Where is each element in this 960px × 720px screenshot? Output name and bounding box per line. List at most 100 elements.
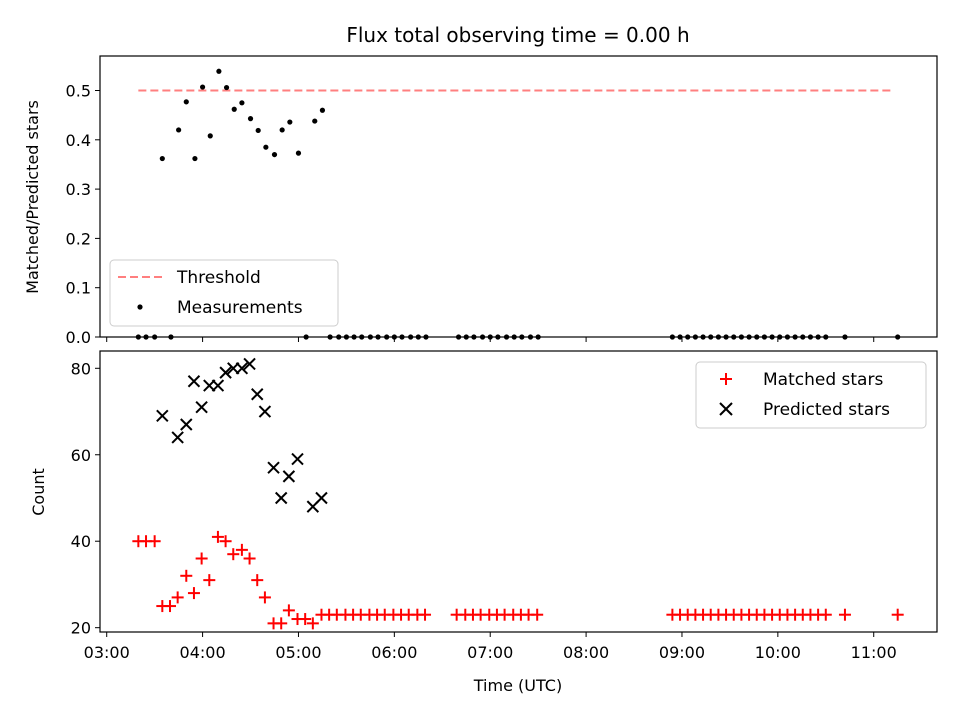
x-tick-label: 05:00 [275, 643, 321, 662]
predicted-star-point [274, 491, 288, 505]
x-tick-label: 04:00 [180, 643, 226, 662]
bottom-plot-frame [99, 350, 938, 633]
measurement-point [223, 84, 230, 91]
x-axis-label: Time (UTC) [473, 676, 562, 695]
matched-star-point [180, 569, 193, 582]
predicted-star-point [282, 470, 296, 483]
measurement-point [295, 150, 302, 156]
bottom-y-axis: 20 40 60 80 [71, 359, 100, 638]
top-plot-frame [99, 55, 938, 338]
matched-star-point [243, 552, 256, 565]
predicted-star-point [195, 400, 208, 414]
top-legend: Threshold Measurements [109, 259, 339, 327]
legend-predicted-swatch [719, 402, 733, 416]
y-tick-label: 60 [71, 446, 91, 465]
measurement-point [255, 127, 261, 134]
measurement-point [216, 68, 222, 74]
y-tick-label: 0.5 [66, 82, 91, 101]
top-panel: 0.0 0.1 0.2 0.3 0.4 0.5 Matched/Predicted sta… [23, 55, 938, 347]
measurement-point [231, 106, 237, 112]
measurement-point [312, 118, 318, 124]
bottom-legend: Matched stars Predicted stars [695, 361, 927, 429]
predicted-star-point [251, 388, 264, 401]
x-tick-label: 11:00 [851, 643, 897, 662]
predicted-star-point [243, 357, 256, 371]
bottom-y-axis-label: Count [29, 468, 48, 516]
bottom-legend-box [695, 361, 927, 429]
matched-star-point [282, 604, 295, 617]
matched-star-point [211, 530, 224, 543]
legend-measurements-label: Measurements [177, 298, 303, 318]
matched-star-point [219, 535, 232, 548]
matched-star-point [819, 608, 832, 621]
bottom-x-axis: 03:00 04:00 05:00 06:00 07:00 08:00 09:00 10:00… [84, 632, 897, 662]
predicted-star-point [156, 409, 169, 423]
chart-title: Flux total observing time = 0.00 h [346, 23, 689, 47]
predicted-star-point [235, 362, 249, 375]
measurement-point [176, 127, 182, 133]
predicted-star-point [171, 431, 184, 444]
matched-star-point [891, 608, 904, 621]
y-tick-label: 40 [71, 532, 91, 551]
predicted-star-point [219, 366, 232, 379]
measurement-point [192, 155, 198, 162]
measurement-point [247, 116, 254, 122]
matched-star-point [227, 548, 240, 561]
matched-star-point [148, 535, 161, 548]
matched-star-point [203, 574, 216, 587]
matched-star-point [235, 543, 248, 556]
measurement-point [199, 84, 206, 90]
matched-star-point [531, 608, 544, 621]
matched-star-point [195, 552, 208, 565]
x-tick-label: 09:00 [659, 643, 705, 662]
y-tick-label: 0.2 [66, 229, 91, 248]
matched-star-point [838, 608, 851, 621]
measurement-point [159, 155, 165, 162]
measurement-point [239, 100, 245, 106]
legend-threshold-label: Threshold [176, 268, 261, 288]
x-tick-label: 08:00 [563, 643, 609, 662]
top-y-axis: 0.0 0.1 0.2 0.3 0.4 0.5 [66, 82, 100, 347]
measurement-point [183, 99, 189, 105]
bottom-plot-area [132, 357, 904, 630]
x-tick-label: 03:00 [84, 643, 130, 662]
measurement-point [319, 107, 326, 113]
predicted-star-point [180, 418, 193, 431]
measurement-point [279, 127, 285, 133]
matched-star-point [275, 617, 288, 630]
legend-predicted-label: Predicted stars [763, 400, 890, 420]
measurement-point [271, 151, 278, 158]
top-legend-box [109, 259, 339, 327]
predicted-star-point [267, 461, 280, 474]
x-tick-label: 07:00 [467, 643, 513, 662]
predicted-star-point [187, 375, 201, 388]
matched-star-point [306, 617, 319, 630]
y-tick-label: 0.4 [66, 131, 91, 150]
matched-star-point [163, 600, 176, 613]
legend-matched-label: Matched stars [763, 370, 883, 390]
matched-star-point [419, 608, 432, 621]
measurement-point [287, 119, 293, 125]
y-tick-label: 0.0 [66, 328, 91, 347]
y-tick-label: 0.3 [66, 180, 91, 199]
predicted-star-point [211, 379, 225, 392]
measurement-point [207, 133, 213, 139]
y-tick-label: 80 [71, 359, 91, 378]
matched-star-point [251, 574, 264, 587]
legend-matched-swatch [720, 373, 732, 385]
matched-star-point [187, 587, 200, 600]
matched-star-point [171, 591, 184, 604]
matched-star-point [258, 591, 271, 604]
x-tick-label: 06:00 [371, 643, 417, 662]
predicted-star-point [291, 452, 304, 466]
y-tick-label: 20 [71, 619, 91, 638]
top-y-axis-label: Matched/Predicted stars [23, 100, 42, 294]
x-tick-label: 10:00 [755, 643, 801, 662]
top-x-axis [106, 337, 875, 342]
predicted-star-point [315, 491, 328, 505]
legend-measurements-swatch [137, 304, 143, 310]
predicted-star-point [258, 405, 272, 418]
measurement-point [263, 144, 269, 150]
